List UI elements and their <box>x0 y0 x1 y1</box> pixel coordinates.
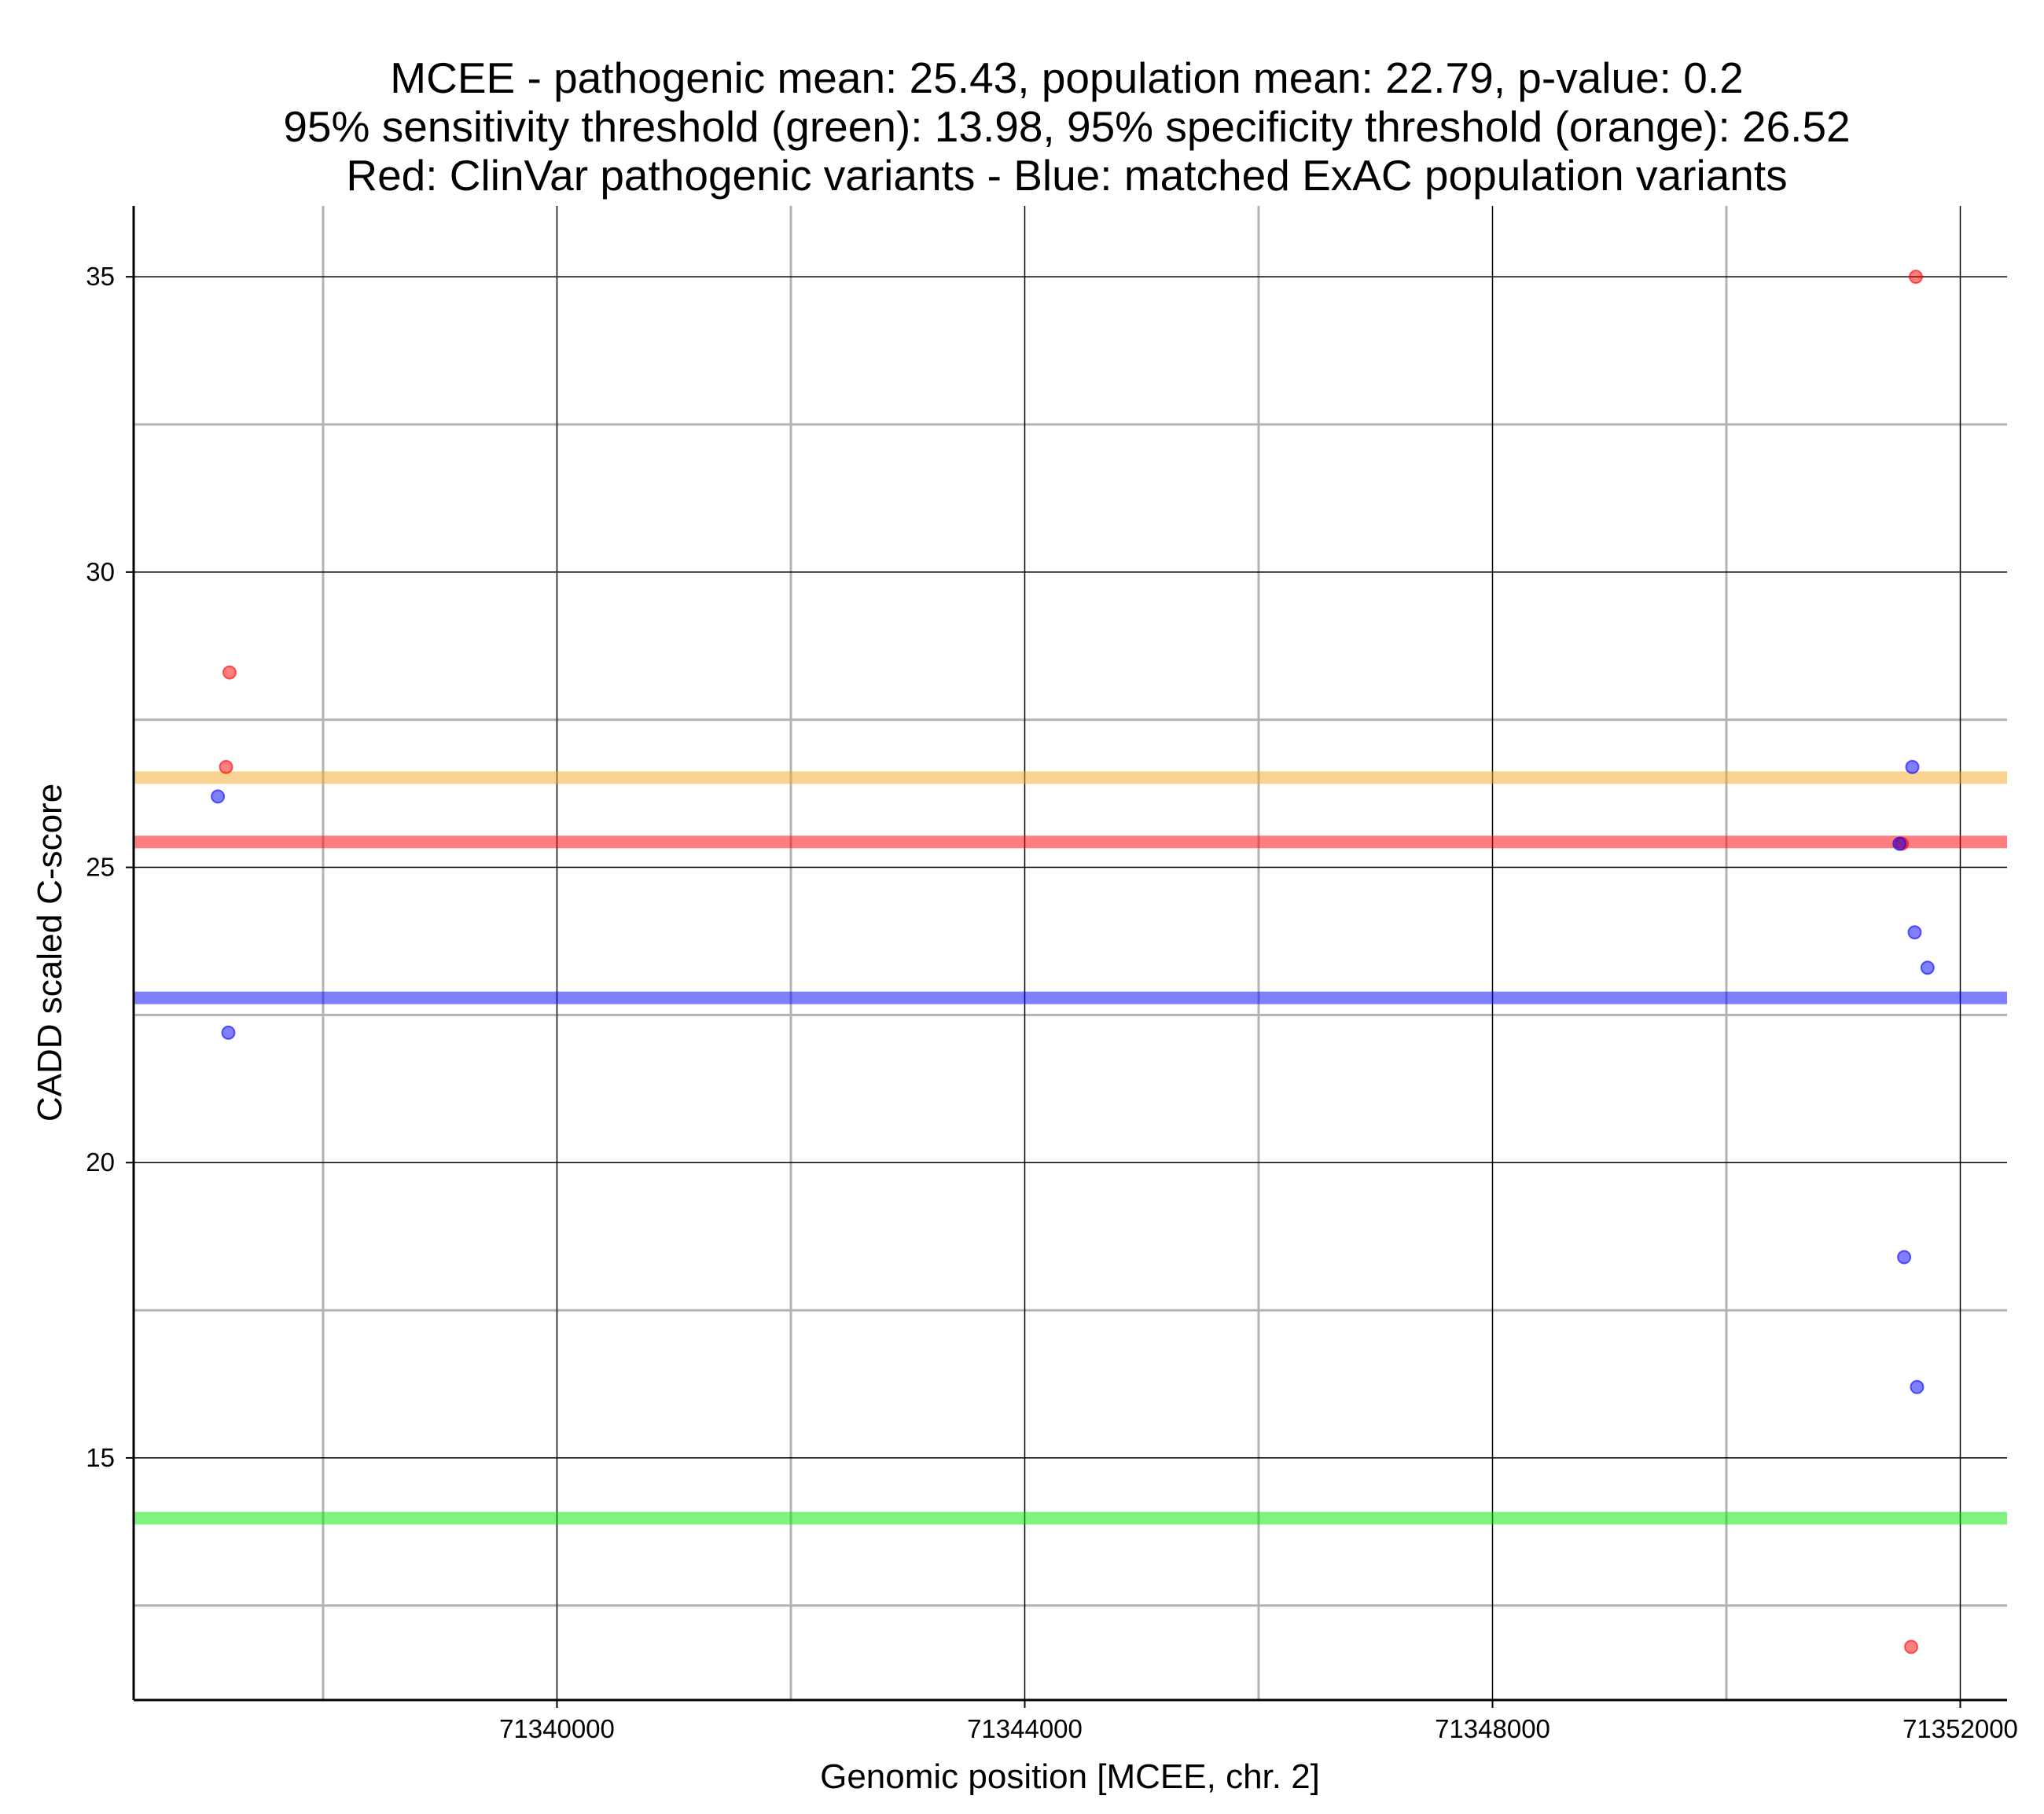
x-tick-label: 71348000 <box>1435 1714 1550 1743</box>
title-line-3: Red: ClinVar pathogenic variants - Blue:… <box>346 151 1787 200</box>
pathogenic-variant-point <box>222 665 237 680</box>
y-tick-label: 25 <box>86 853 115 882</box>
y-tick-label: 15 <box>86 1443 115 1472</box>
population-variant-point <box>1910 1379 1925 1394</box>
tick-labels: 71340000 71344000 71348000 71352000 15 20 25 30… <box>86 262 2018 1743</box>
pathogenic-variant-point <box>1904 1640 1919 1654</box>
y-tick-label: 35 <box>86 262 115 291</box>
title-line-2: 95% sensitivity threshold (green): 13.98… <box>283 102 1850 151</box>
x-tick-label: 71344000 <box>967 1714 1083 1743</box>
y-tick-label: 30 <box>86 557 115 586</box>
population-variant-point <box>211 789 226 804</box>
y-tick-label: 20 <box>86 1148 115 1177</box>
gridlines <box>134 206 2007 1700</box>
pathogenic-variant-point <box>1908 270 1923 285</box>
population-variant-point <box>1907 925 1922 940</box>
data-points <box>211 270 1935 1654</box>
population-variant-point <box>1892 836 1907 851</box>
axes <box>132 206 2007 1702</box>
y-axis-title: CADD scaled C-score <box>31 784 69 1122</box>
title-line-1: MCEE - pathogenic mean: 25.43, populatio… <box>390 53 1743 102</box>
population-variant-point <box>221 1025 236 1040</box>
pathogenic-variant-point <box>219 759 233 774</box>
population-variant-point <box>1920 960 1935 975</box>
x-axis-title: Genomic position [MCEE, chr. 2] <box>820 1757 1320 1796</box>
x-tick-label: 71352000 <box>1902 1714 2018 1743</box>
chart-title: MCEE - pathogenic mean: 25.43, populatio… <box>283 53 1850 200</box>
population-variant-point <box>1897 1250 1912 1265</box>
x-tick-label: 71340000 <box>499 1714 615 1743</box>
population-variant-point <box>1905 759 1920 774</box>
reference-lines <box>134 771 2007 1525</box>
